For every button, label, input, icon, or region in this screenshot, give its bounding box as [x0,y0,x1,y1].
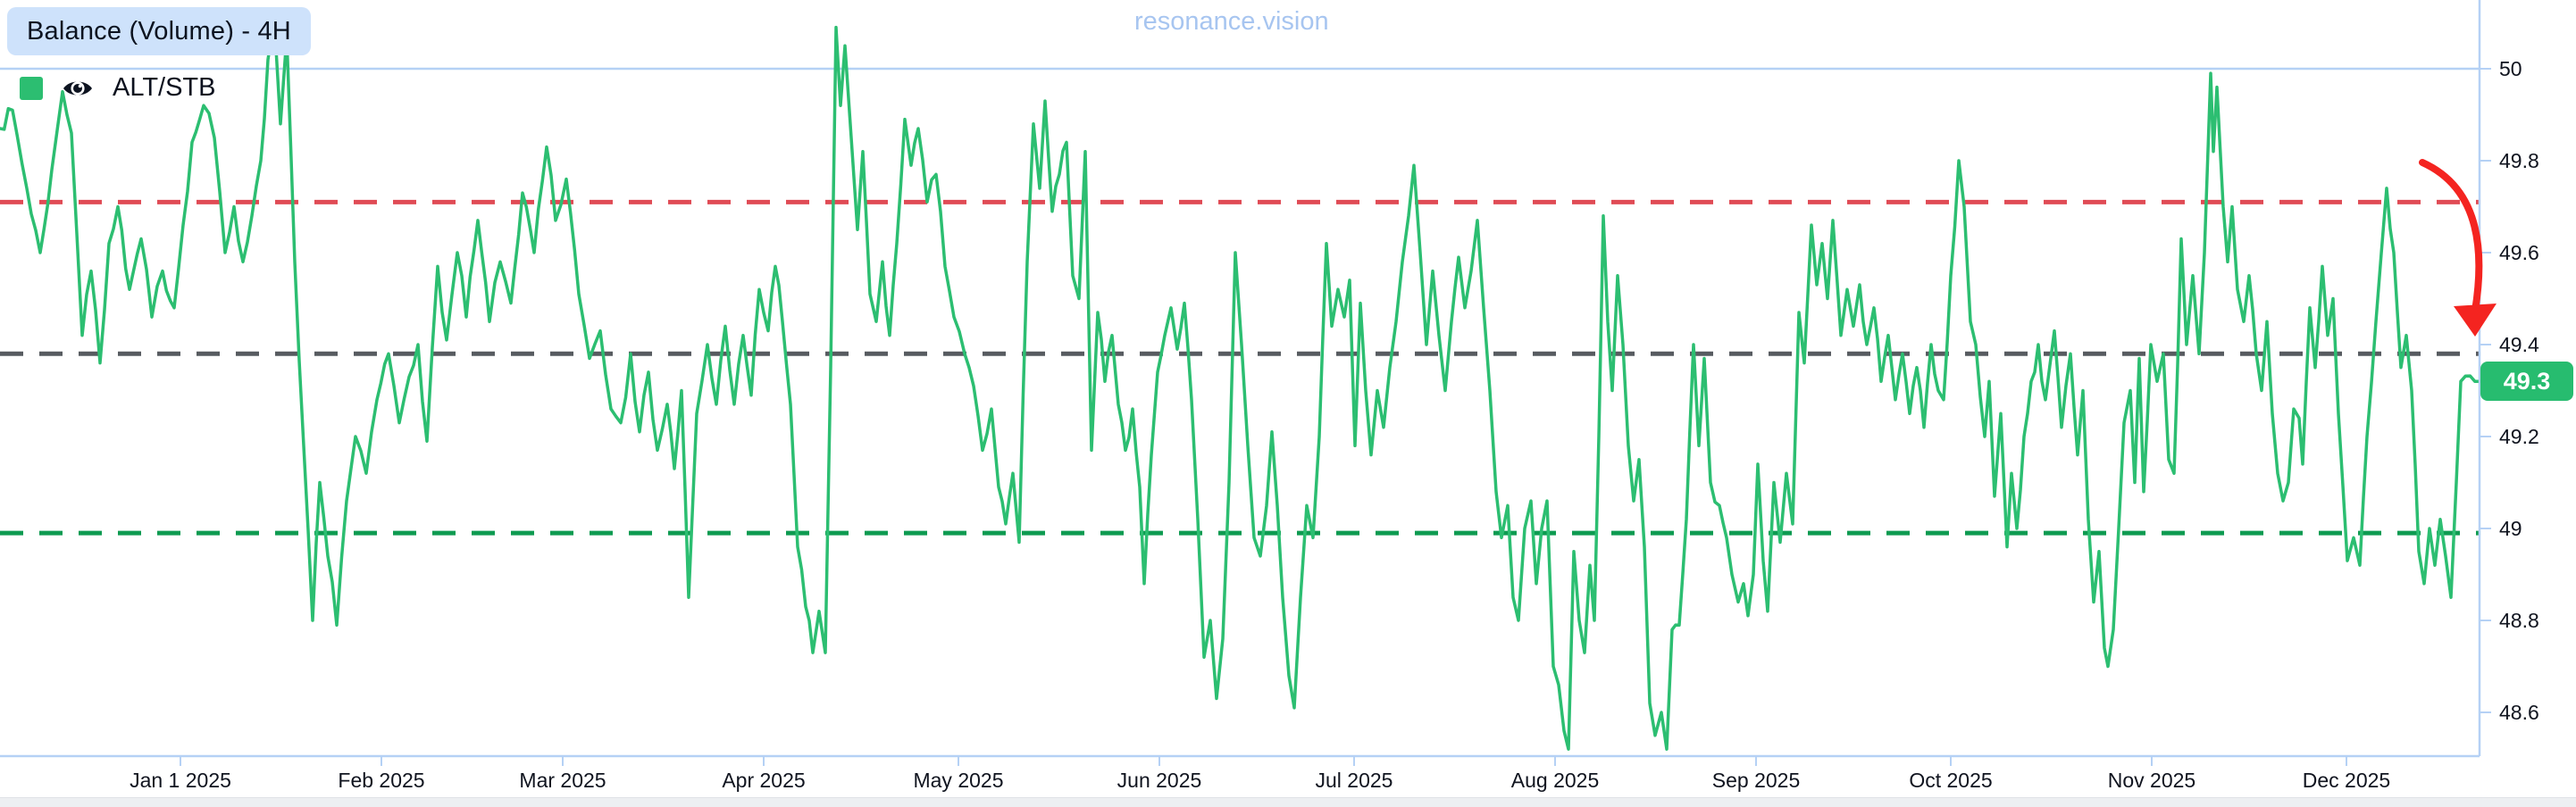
y-axis-label: 49.2 [2499,425,2539,448]
y-axis-label: 49.4 [2499,333,2539,356]
series-color-swatch [20,76,43,100]
x-axis-label: Mar 2025 [519,769,606,792]
annotation-arrow-shaft[interactable] [2419,159,2483,314]
x-axis-label: Jan 1 2025 [130,769,231,792]
x-axis-label: Oct 2025 [1909,769,1992,792]
y-axis-label: 49 [2499,517,2522,540]
x-axis-label: Sep 2025 [1712,769,1800,792]
x-axis-label: Apr 2025 [722,769,805,792]
window-bottom-strip [0,797,2576,807]
watermark: resonance.vision [1134,7,1329,36]
x-axis-label: Jun 2025 [1117,769,1202,792]
price-series-line [0,16,2481,751]
x-axis-label: Feb 2025 [338,769,424,792]
study-title: Balance (Volume) - 4H [27,16,291,46]
y-axis-label: 49.8 [2499,149,2539,172]
visibility-eye-icon[interactable] [61,76,95,101]
study-title-badge[interactable]: Balance (Volume) - 4H [7,7,311,55]
x-axis-label: Jul 2025 [1316,769,1393,792]
y-axis-label: 48.6 [2499,701,2539,724]
last-price-value: 49.3 [2503,367,2551,395]
y-axis-label: 49.6 [2499,241,2539,264]
x-axis-label: Aug 2025 [1511,769,1599,792]
x-axis-label: May 2025 [913,769,1003,792]
series-symbol-label: ALT/STB [113,73,216,102]
x-axis-label: Dec 2025 [2303,769,2390,792]
series-legend: ALT/STB [20,73,216,103]
annotation-arrow-head[interactable] [2454,304,2497,337]
last-price-badge: 49.3 [2480,362,2573,401]
x-axis-label: Nov 2025 [2108,769,2195,792]
y-axis-label: 48.8 [2499,609,2539,632]
y-axis-label: 50 [2499,57,2522,80]
